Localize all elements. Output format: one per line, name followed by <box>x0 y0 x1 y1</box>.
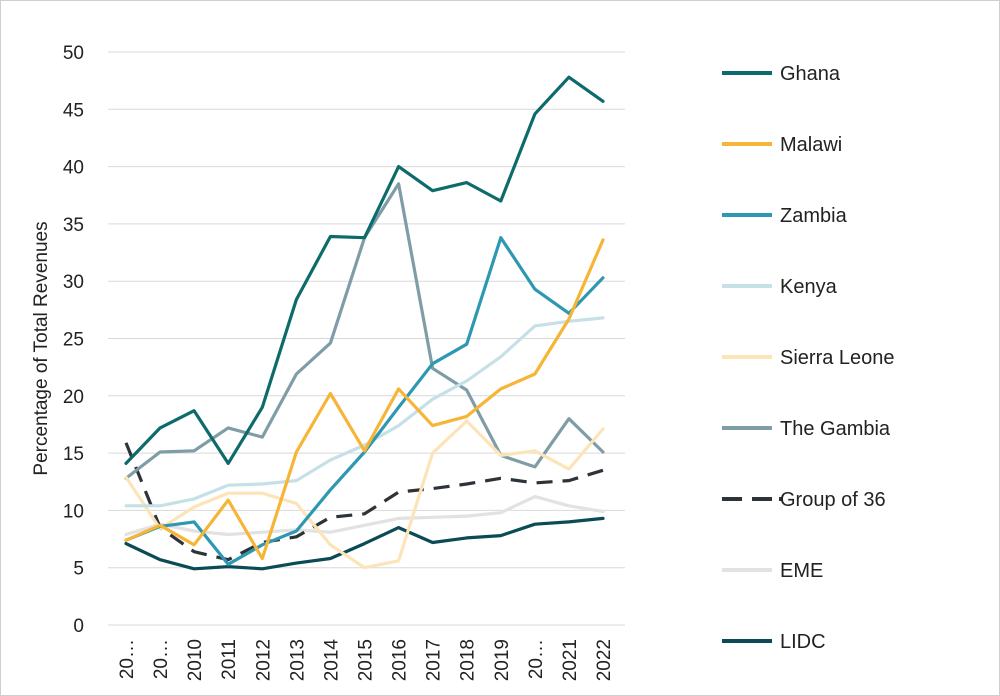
series-line-ghana <box>124 75 605 465</box>
x-tick-label: 2011 <box>219 639 240 680</box>
x-tick-label: 2012 <box>253 639 274 681</box>
x-tick-label: 20… <box>117 639 138 679</box>
series-line-eme <box>124 495 605 537</box>
y-tick-label: 30 <box>63 272 84 293</box>
legend-label: Zambia <box>780 205 848 227</box>
legend-item: Group of 36 <box>722 489 886 511</box>
y-tick-label: 35 <box>63 215 84 236</box>
legend-label: Group of 36 <box>780 489 886 511</box>
legend-label: Kenya <box>780 276 838 298</box>
legend-item: Malawi <box>722 134 842 156</box>
series-line-kenya <box>124 316 605 508</box>
legend-item: LIDC <box>722 631 826 653</box>
series-lines <box>124 75 605 571</box>
x-tick-label: 2021 <box>560 639 581 681</box>
legend-item: Zambia <box>722 205 848 227</box>
y-tick-label: 0 <box>73 616 84 637</box>
y-tick-label: 40 <box>63 158 84 179</box>
legend-item: EME <box>722 560 823 582</box>
series-line-sierra-leone <box>124 419 605 570</box>
y-axis-ticks: 0 5 10 15 20 25 30 35 40 45 50 <box>63 43 84 637</box>
legend-label: Sierra Leone <box>780 347 895 369</box>
x-tick-label: 20… <box>526 639 547 679</box>
y-tick-label: 50 <box>63 43 84 64</box>
x-tick-label: 2015 <box>356 639 377 681</box>
y-axis-label: Percentage of Total Revenues <box>31 221 52 475</box>
legend-item: Kenya <box>722 276 838 298</box>
y-tick-label: 5 <box>73 559 84 580</box>
x-tick-label: 2014 <box>321 639 342 682</box>
x-tick-label: 2018 <box>458 639 479 681</box>
series-line-lidc <box>124 516 605 571</box>
x-tick-label: 2016 <box>390 639 411 681</box>
legend-item: Sierra Leone <box>722 347 895 369</box>
legend-item: The Gambia <box>722 418 891 440</box>
x-tick-label: 2022 <box>594 639 615 681</box>
y-tick-label: 15 <box>63 444 84 465</box>
y-tick-label: 10 <box>63 501 84 522</box>
x-tick-label: 2010 <box>185 639 206 681</box>
y-tick-label: 20 <box>63 387 84 408</box>
series-line-malawi <box>124 238 605 561</box>
y-tick-label: 45 <box>63 100 84 121</box>
legend-label: EME <box>780 560 823 582</box>
y-tick-label: 25 <box>63 330 84 351</box>
series-line-group-of-36 <box>124 442 604 562</box>
x-tick-label: 2017 <box>424 639 445 681</box>
legend-label: Ghana <box>780 63 841 85</box>
legend-label: Malawi <box>780 134 842 156</box>
x-tick-label: 20… <box>151 639 172 679</box>
legend-label: The Gambia <box>780 418 891 440</box>
legend-label: LIDC <box>780 631 826 653</box>
x-tick-label: 2013 <box>287 639 308 681</box>
legend-item: Ghana <box>722 63 841 85</box>
legend: Ghana Malawi Zambia Kenya Sierra Leone The Ga… <box>722 63 895 653</box>
x-tick-label: 2019 <box>492 639 513 681</box>
x-axis-ticks: 20… 20… 2010 2011 2012 2013 2014 2015 2016 2017 20… <box>117 639 615 682</box>
